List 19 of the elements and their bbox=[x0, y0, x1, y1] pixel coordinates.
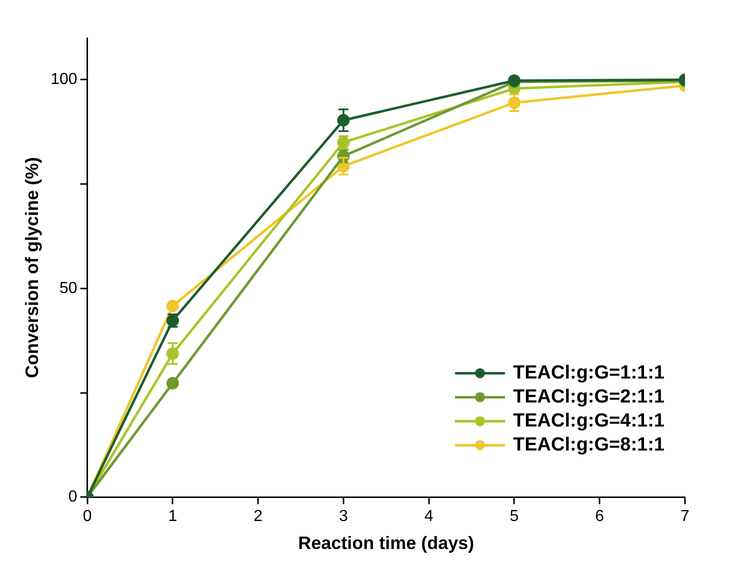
y-tick-label: 0 bbox=[68, 488, 78, 506]
x-tick-label: 6 bbox=[595, 508, 604, 526]
legend-label: TEACl:g:G=8:1:1 bbox=[513, 434, 665, 456]
x-tick-label: 0 bbox=[82, 508, 92, 526]
x-tick-label: 3 bbox=[339, 508, 348, 526]
x-axis-title: Reaction time (days) bbox=[298, 533, 474, 554]
legend-label: TEACl:g:G=2:1:1 bbox=[513, 386, 665, 408]
x-tick-label: 2 bbox=[254, 508, 263, 526]
point bbox=[166, 300, 179, 312]
legend-label: TEACl:g:G=4:1:1 bbox=[513, 410, 665, 432]
y-axis-title: Conversion of glycine (%) bbox=[22, 157, 42, 378]
x-tick-label: 4 bbox=[424, 508, 434, 526]
point bbox=[166, 376, 179, 390]
legend-label: TEACl:g:G=1:1:1 bbox=[513, 362, 665, 384]
y-tick-label: 50 bbox=[60, 280, 78, 297]
x-tick-label: 5 bbox=[510, 508, 519, 526]
x-tick-label: 7 bbox=[680, 508, 690, 526]
x-tick-label: 1 bbox=[168, 508, 178, 526]
y-tick-label: 100 bbox=[50, 71, 78, 88]
